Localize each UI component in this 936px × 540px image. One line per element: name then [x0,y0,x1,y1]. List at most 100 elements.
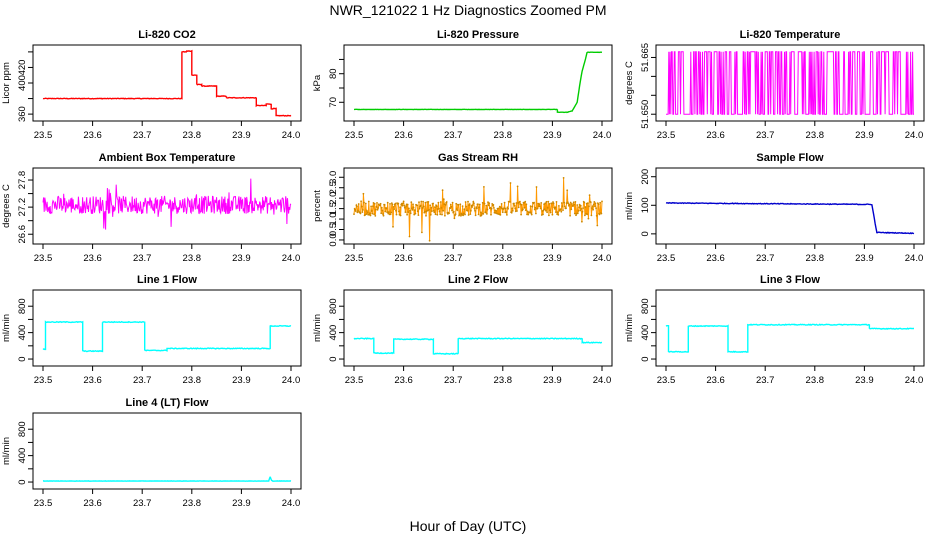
data-point [563,205,566,208]
y-tick-label: 0.5 [328,223,339,236]
data-point [424,201,427,204]
data-point [480,214,483,217]
data-point [419,204,422,207]
x-tick-label: 23.6 [706,130,725,141]
data-point [412,203,414,206]
y-tick-label: 0 [17,356,28,361]
data-point [535,212,537,215]
y-tick-label: 2.5 [328,181,339,194]
data-point [516,210,518,212]
data-point [441,189,444,192]
x-tick-label: 23.9 [855,130,874,141]
data-point [594,205,596,208]
panel-10: Line 4 (LT) Flow 23.5 23.6 23.7 23.8 23.9 24.0… [1,397,302,509]
data-point [566,201,569,204]
data-point [569,214,571,217]
data-point [583,201,586,204]
y-axis-label: ml/min [312,314,323,342]
x-tick-label: 24.0 [905,375,924,386]
data-point [451,209,453,212]
x-tick-label: 23.6 [83,375,102,386]
data-point [463,208,466,211]
data-point [416,210,419,213]
data-point [584,214,586,217]
data-point [381,209,384,212]
y-tick-label: 800 [328,298,339,314]
data-point [474,209,476,212]
y-tick-label: 0 [17,479,28,484]
data-point [595,207,597,210]
data-point [598,213,601,216]
data-point [473,202,475,205]
x-tick-label: 23.5 [345,253,364,264]
data-point [398,210,400,213]
data-point [366,210,368,212]
y-axis-label: degrees C [1,184,12,228]
x-tick-label: 23.9 [855,253,874,264]
data-point [546,211,548,214]
x-axis-label: Hour of Day (UTC) [409,518,527,534]
data-point [375,206,378,208]
x-tick-label: 23.8 [183,375,202,386]
data-point [406,213,408,216]
y-tick-label: 27.2 [17,198,28,217]
data-point [413,209,416,212]
data-point [490,213,492,216]
data-point [571,203,573,205]
data-point [560,210,563,213]
data-point [407,211,410,214]
data-point [383,204,386,206]
data-point [499,214,502,216]
panel-2: Li-820 Pressure 23.5 23.6 23.7 23.8 23.9 24.0 7… [312,29,613,141]
data-point [449,207,452,210]
data-point [363,201,365,204]
data-point [514,207,517,210]
x-tick-label: 24.0 [593,375,612,386]
data-point [395,213,398,216]
data-point [397,202,400,205]
data-point [454,213,457,216]
y-tick-label: 400 [17,448,28,464]
x-tick-label: 23.9 [543,130,562,141]
x-tick-label: 23.5 [345,130,364,141]
x-tick-label: 23.6 [394,130,413,141]
data-point [413,213,416,216]
x-tick-label: 24.0 [282,375,301,386]
x-tick-label: 23.5 [657,130,676,141]
x-tick-label: 24.0 [282,498,301,509]
x-tick-label: 23.7 [133,375,152,386]
x-tick-label: 23.9 [232,253,251,264]
y-tick-label: 0.0 [328,233,339,246]
y-tick-label: 26.6 [17,225,28,244]
data-point [536,207,539,210]
x-tick-label: 23.7 [444,130,463,141]
data-point [365,213,368,216]
data-point [457,204,460,206]
y-tick-label: 400 [328,325,339,341]
page-title: NWR_121022 1 Hz Diagnostics Zoomed PM [329,2,607,18]
data-point [472,200,475,203]
data-point [418,207,421,210]
data-point [592,208,594,211]
data-point [565,207,567,210]
y-tick-label: 51.665 [640,43,651,72]
data-point [391,203,394,206]
data-point [422,205,425,208]
y-tick-label: 360 [17,106,28,122]
data-point [372,205,374,208]
panel-title: Ambient Box Temperature [99,152,236,164]
data-point [392,206,395,208]
data-point [488,202,491,205]
data-point [513,204,516,207]
data-point [409,212,412,215]
data-point [511,210,514,212]
x-tick-label: 23.5 [345,375,364,386]
data-point [471,204,474,207]
data-point [360,200,362,203]
data-point [584,206,587,208]
data-point [509,201,511,203]
x-tick-label: 23.7 [444,375,463,386]
x-tick-label: 23.6 [83,130,102,141]
data-point [478,203,481,206]
y-axis-label: percent [312,190,323,222]
